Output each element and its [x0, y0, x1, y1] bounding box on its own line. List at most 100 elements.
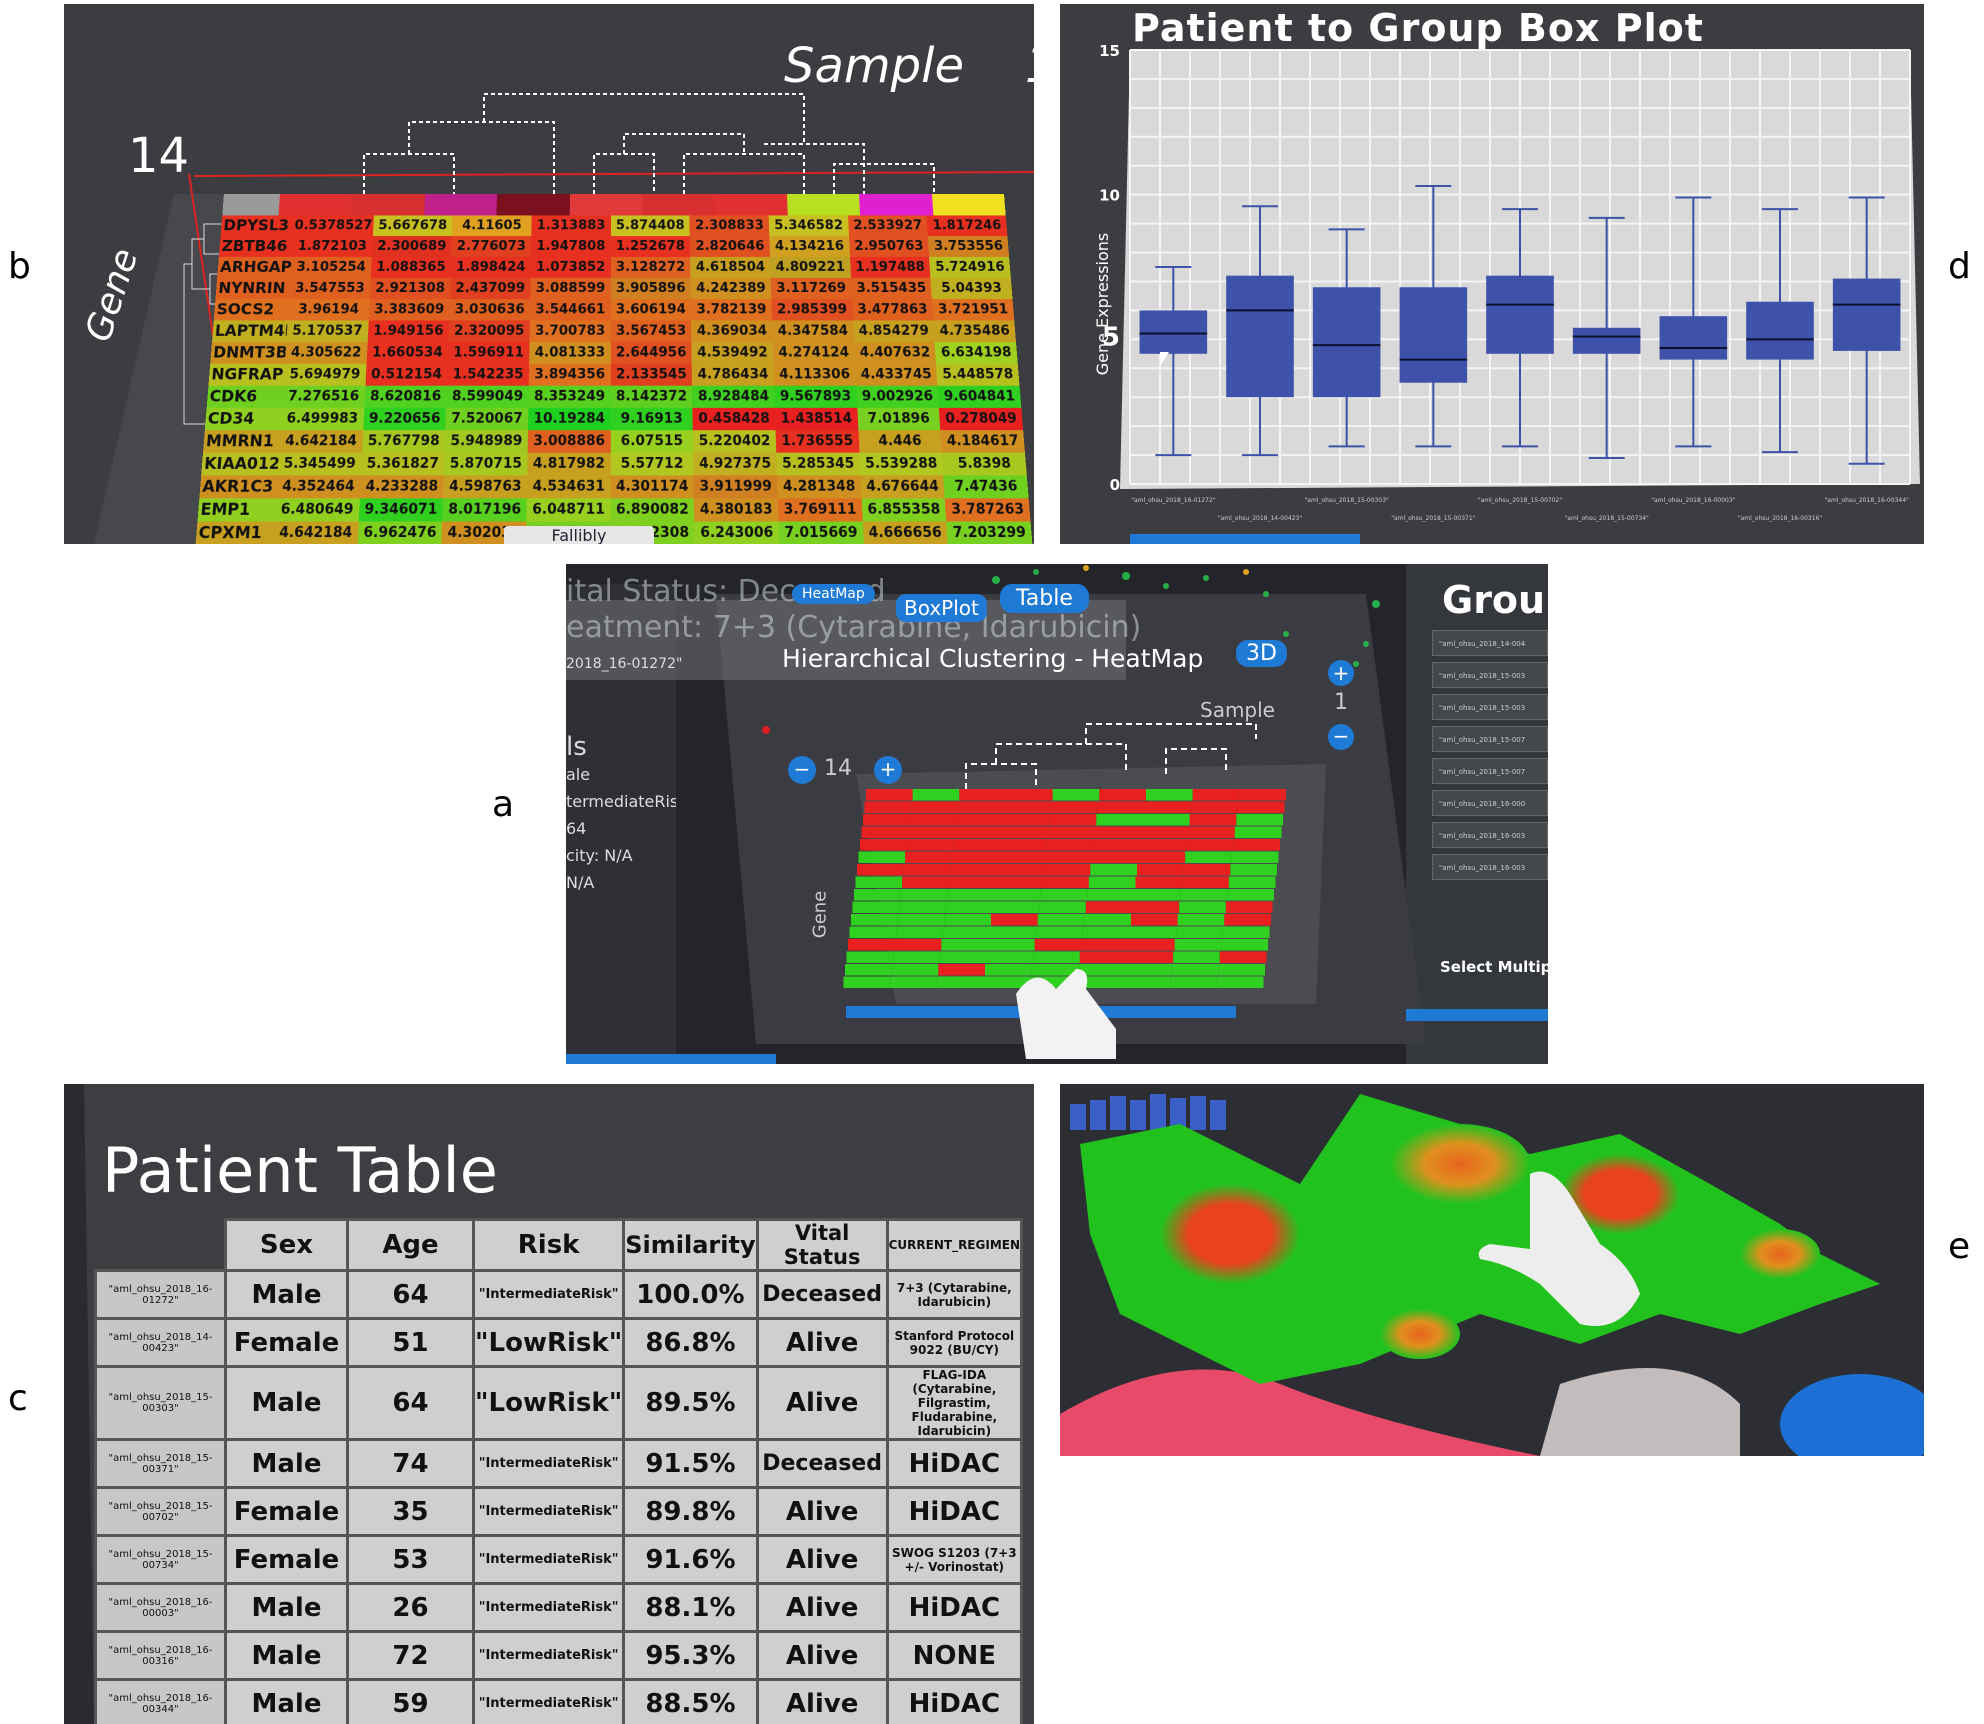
- heatmap-cell[interactable]: 4.539492: [692, 342, 774, 364]
- gene-name[interactable]: CDK6: [207, 386, 284, 408]
- heatmap-cell[interactable]: 5.767798: [362, 430, 446, 453]
- heatmap-cell[interactable]: 5.361827: [361, 453, 445, 476]
- heatmap-cell[interactable]: 3.782139: [691, 299, 772, 320]
- gene-name[interactable]: CPXM1: [196, 521, 275, 544]
- heatmap-cell[interactable]: 4.184617: [941, 430, 1025, 453]
- table-row[interactable]: "aml_ohsu_2018_16-00344" Male 59 "Intermedi…: [96, 1680, 1022, 1724]
- heatmap-cell[interactable]: 3.911999: [694, 475, 778, 498]
- heatmap-cell[interactable]: 3.700783: [529, 320, 610, 342]
- heatmap-cell[interactable]: 2.308833: [690, 215, 770, 236]
- heatmap-cell[interactable]: 6.962476: [357, 521, 442, 544]
- heatmap-cell[interactable]: 4.642184: [279, 430, 363, 453]
- table-row[interactable]: "aml_ohsu_2018_16-01272" Male 64 "Intermedi…: [96, 1271, 1022, 1319]
- heatmap-cell[interactable]: 9.346071: [358, 498, 443, 521]
- heatmap-cell[interactable]: 3.477863: [852, 299, 934, 320]
- heatmap-cell[interactable]: 9.16913: [611, 408, 694, 430]
- heatmap-cell[interactable]: 3.128272: [611, 257, 691, 278]
- header-vital-status[interactable]: Vital Status: [757, 1220, 887, 1271]
- header-current-regimen[interactable]: CURRENT_REGIMEN: [887, 1220, 1021, 1271]
- table-row[interactable]: "aml_ohsu_2018_15-00371" Male 74 "Intermedi…: [96, 1440, 1022, 1488]
- tab-table[interactable]: Table: [1000, 584, 1089, 613]
- heatmap-cell[interactable]: 4.134216: [769, 236, 849, 257]
- header-age[interactable]: Age: [348, 1220, 474, 1271]
- heatmap-cell[interactable]: 6.855358: [861, 498, 946, 521]
- heatmap-cell[interactable]: 1.438514: [775, 408, 858, 430]
- gene-name[interactable]: NYNRIN: [215, 278, 290, 299]
- gene-name[interactable]: DNMT3B: [210, 342, 286, 364]
- heatmap-cell[interactable]: 5.57712: [610, 453, 693, 476]
- heatmap-cell[interactable]: 3.547553: [289, 278, 370, 299]
- table-row[interactable]: "aml_ohsu_2018_15-00734" Female 53 "Interme…: [96, 1536, 1022, 1584]
- sample-plus-button[interactable]: +: [1328, 660, 1354, 686]
- heatmap-cell[interactable]: 2.437099: [450, 278, 531, 299]
- heatmap-cell[interactable]: 5.285345: [776, 453, 860, 476]
- heatmap-cell[interactable]: 1.073852: [531, 257, 611, 278]
- heatmap-cell[interactable]: 4.598763: [443, 475, 527, 498]
- heatmap-cell[interactable]: 3.567453: [611, 320, 692, 342]
- table-row[interactable]: "aml_ohsu_2018_15-00303" Male 64 "LowRisk" 8…: [96, 1367, 1022, 1440]
- header-sex[interactable]: Sex: [226, 1220, 348, 1271]
- group-list-item[interactable]: "aml_ohsu_2018_16-000: [1432, 790, 1548, 816]
- heatmap-cell[interactable]: 9.002926: [856, 386, 939, 408]
- gene-name[interactable]: SOCS2: [214, 299, 289, 320]
- heatmap-cell[interactable]: 3.105254: [290, 257, 371, 278]
- heatmap-cell[interactable]: 0.5378527: [293, 215, 373, 236]
- heatmap-cell[interactable]: 8.620816: [364, 386, 447, 408]
- heatmap-cell[interactable]: 7.203299: [947, 521, 1033, 544]
- group-list-item[interactable]: "aml_ohsu_2018_15-007: [1432, 758, 1548, 784]
- group-list-item[interactable]: "aml_ohsu_2018_15-007: [1432, 726, 1548, 752]
- bottom-button-fragment[interactable]: Fallibly: [504, 526, 654, 544]
- heatmap-cell[interactable]: 6.480649: [274, 498, 359, 521]
- heatmap-cell[interactable]: 5.170537: [286, 320, 368, 342]
- gene-name[interactable]: AKR1C3: [199, 475, 277, 498]
- heatmap-cell[interactable]: 6.243006: [694, 521, 779, 544]
- heatmap-cell[interactable]: 4.369034: [691, 320, 772, 342]
- heatmap-cell[interactable]: 5.667678: [373, 215, 453, 236]
- heatmap-cell[interactable]: 7.01896: [857, 408, 941, 430]
- cluster-plus-button[interactable]: +: [874, 756, 902, 784]
- heatmap-cell[interactable]: 1.947808: [531, 236, 611, 257]
- heatmap-cell[interactable]: 4.081333: [529, 342, 610, 364]
- heatmap-cell[interactable]: 1.660534: [366, 342, 448, 364]
- heatmap-cell[interactable]: 4.113306: [773, 364, 856, 386]
- heatmap-cell[interactable]: 1.872103: [292, 236, 373, 257]
- gene-name[interactable]: DPYSL3: [221, 215, 295, 236]
- group-list-item[interactable]: "aml_ohsu_2018_15-003: [1432, 694, 1548, 720]
- heatmap-cell[interactable]: 7.276516: [282, 386, 365, 408]
- heatmap-cell[interactable]: 2.985399: [771, 299, 852, 320]
- heatmap-cell[interactable]: 2.950763: [849, 236, 930, 257]
- heatmap-cell[interactable]: 5.724916: [929, 257, 1010, 278]
- heatmap-cell[interactable]: 4.446: [858, 430, 942, 453]
- heatmap-cell[interactable]: 4.305622: [285, 342, 368, 364]
- heatmap-cell[interactable]: 4.242389: [691, 278, 772, 299]
- heatmap-cell[interactable]: 5.870715: [444, 453, 528, 476]
- gene-name[interactable]: KIAA0125: [201, 453, 279, 476]
- heatmap-cell[interactable]: 6.07515: [611, 430, 694, 453]
- heatmap-cell[interactable]: 2.776073: [451, 236, 531, 257]
- heatmap-cell[interactable]: 4.642184: [273, 521, 359, 544]
- heatmap-cell[interactable]: 5.8398: [942, 453, 1027, 476]
- heatmap-cell[interactable]: 3.787263: [945, 498, 1031, 521]
- heatmap-cell[interactable]: 10.19284: [528, 408, 611, 430]
- heatmap-cell[interactable]: 5.694979: [283, 364, 366, 386]
- heatmap-cell[interactable]: 4.233288: [360, 475, 444, 498]
- heatmap-cell[interactable]: 4.347584: [772, 320, 854, 342]
- heatmap-cell[interactable]: 3.769111: [778, 498, 863, 521]
- heatmap-cell[interactable]: 3.721951: [932, 299, 1014, 320]
- heatmap-cell[interactable]: 6.499983: [280, 408, 364, 430]
- sample-minus-button[interactable]: −: [1328, 724, 1354, 750]
- cluster-minus-button[interactable]: −: [788, 756, 816, 784]
- heatmap-cell[interactable]: 8.017196: [442, 498, 526, 521]
- heatmap-cell[interactable]: 4.735486: [934, 320, 1016, 342]
- heatmap-cell[interactable]: 4.301174: [610, 475, 694, 498]
- heatmap-cell[interactable]: 2.644956: [611, 342, 692, 364]
- heatmap-cell[interactable]: 4.274124: [773, 342, 855, 364]
- heatmap-cell[interactable]: 5.04393: [931, 278, 1013, 299]
- heatmap-cell[interactable]: 8.142372: [611, 386, 693, 408]
- heatmap-cell[interactable]: 5.346582: [769, 215, 849, 236]
- heatmap-cell[interactable]: 9.220656: [363, 408, 446, 430]
- group-list-item[interactable]: "aml_ohsu_2018_15-003: [1432, 662, 1548, 688]
- heatmap-cell[interactable]: 8.353249: [528, 386, 610, 408]
- heatmap-cell[interactable]: 5.448578: [936, 364, 1019, 386]
- heatmap-cell[interactable]: 4.809221: [770, 257, 851, 278]
